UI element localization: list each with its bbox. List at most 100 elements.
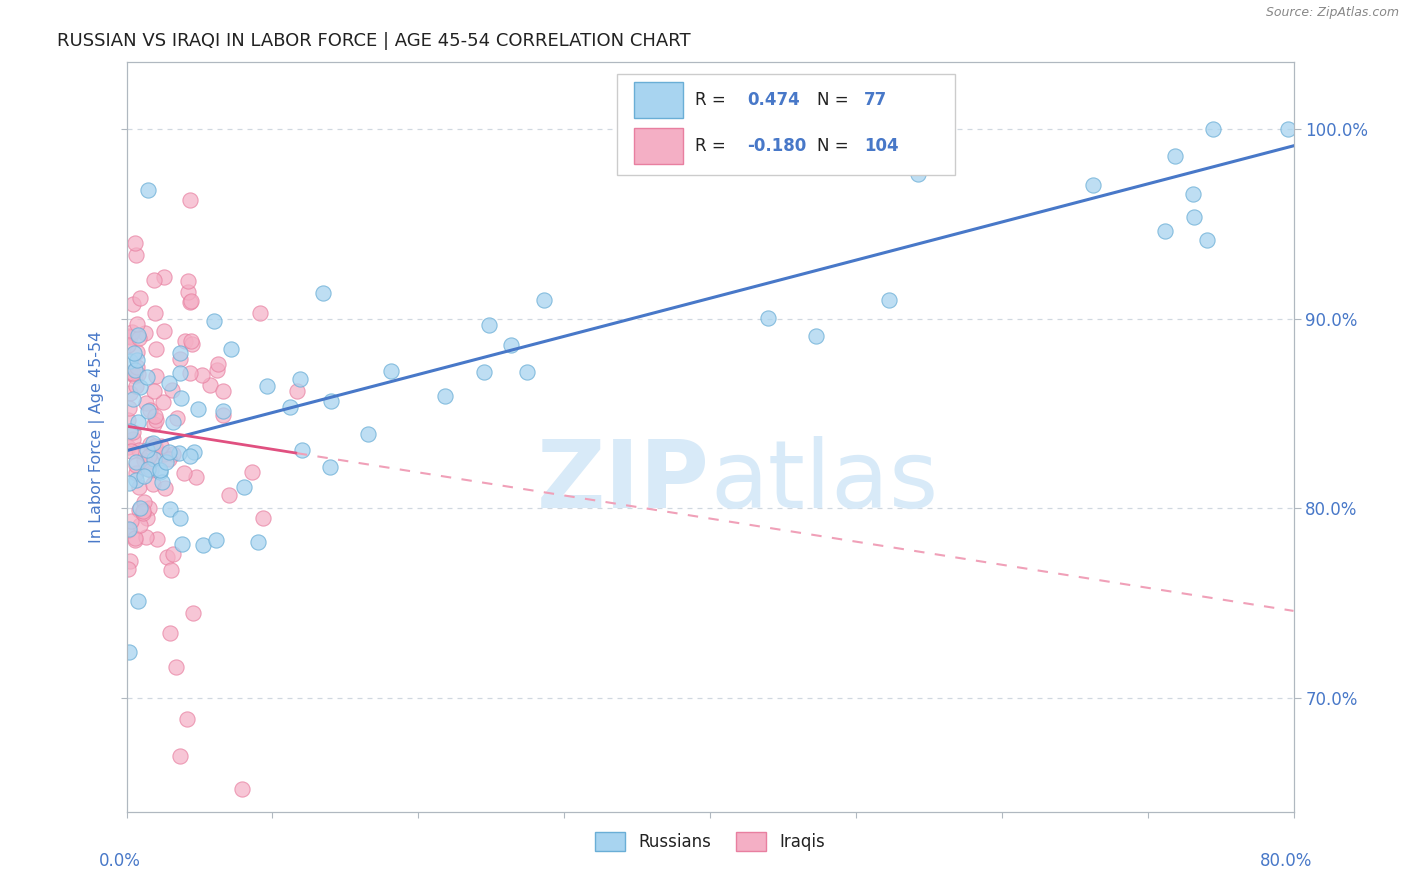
Point: [1182, 186, 1205, 201]
Point: [249, 306, 271, 320]
Point: [165, 660, 187, 674]
Text: -0.180: -0.180: [748, 136, 807, 154]
Point: [246, 535, 269, 549]
Text: R =: R =: [695, 136, 731, 154]
Point: [179, 449, 201, 463]
Point: [758, 310, 780, 325]
Point: [205, 533, 228, 547]
Point: [124, 235, 146, 250]
Point: [132, 495, 155, 509]
Point: [125, 359, 148, 374]
Point: [122, 297, 145, 311]
Point: [1164, 149, 1187, 163]
Point: [129, 518, 152, 533]
Point: [162, 383, 184, 397]
Point: [128, 442, 150, 457]
Point: [135, 530, 157, 544]
Point: [162, 547, 184, 561]
Point: [166, 411, 188, 425]
Point: [212, 384, 235, 398]
Text: R =: R =: [695, 91, 731, 109]
Text: RUSSIAN VS IRAQI IN LABOR FORCE | AGE 45-54 CORRELATION CHART: RUSSIAN VS IRAQI IN LABOR FORCE | AGE 45…: [56, 32, 690, 50]
Text: 80.0%: 80.0%: [1260, 852, 1313, 870]
Point: [117, 413, 139, 427]
Point: [117, 337, 139, 351]
Point: [218, 488, 240, 502]
Point: [135, 443, 157, 458]
Point: [120, 386, 142, 401]
Point: [117, 440, 139, 454]
Point: [291, 443, 314, 458]
Point: [122, 425, 145, 439]
Point: [181, 337, 204, 351]
Point: [162, 447, 184, 461]
Point: [179, 334, 201, 349]
Point: [129, 380, 152, 394]
Point: [149, 463, 172, 477]
Point: [122, 432, 145, 446]
Point: [177, 285, 200, 299]
Point: [232, 480, 254, 494]
Point: [127, 317, 149, 331]
Point: [252, 511, 274, 525]
Point: [118, 354, 141, 368]
Point: [142, 452, 165, 467]
Point: [1154, 224, 1177, 238]
Point: [157, 376, 180, 391]
Point: [183, 445, 205, 459]
Point: [169, 748, 191, 763]
Point: [1083, 178, 1105, 192]
Point: [193, 537, 215, 551]
Point: [173, 466, 195, 480]
Point: [124, 531, 146, 545]
Point: [124, 369, 146, 384]
Point: [153, 447, 176, 461]
Point: [167, 446, 190, 460]
Point: [118, 645, 141, 659]
Point: [121, 392, 143, 406]
Point: [127, 367, 149, 381]
Point: [150, 475, 173, 489]
Point: [128, 480, 150, 494]
Point: [128, 331, 150, 345]
Point: [143, 305, 166, 319]
Point: [124, 248, 146, 262]
Point: [152, 395, 174, 409]
Point: [184, 470, 207, 484]
Text: N =: N =: [817, 136, 849, 154]
Point: [148, 466, 170, 480]
Point: [169, 346, 191, 360]
Point: [153, 269, 176, 284]
Point: [127, 345, 149, 359]
Point: [132, 469, 155, 483]
Legend: Russians, Iraqis: Russians, Iraqis: [586, 823, 834, 860]
Point: [138, 403, 160, 417]
Point: [138, 404, 160, 418]
Point: [145, 413, 167, 427]
Point: [121, 366, 143, 380]
Point: [136, 511, 159, 525]
Point: [285, 384, 308, 399]
Point: [127, 416, 149, 430]
Point: [155, 455, 177, 469]
Point: [142, 384, 165, 398]
Point: [122, 345, 145, 359]
Point: [120, 329, 142, 343]
Point: [932, 121, 955, 136]
Point: [278, 401, 301, 415]
Point: [118, 401, 141, 415]
Point: [135, 395, 157, 409]
Point: [118, 475, 141, 490]
Point: [170, 537, 193, 551]
Point: [127, 327, 149, 342]
Point: [132, 453, 155, 467]
Point: [121, 325, 143, 339]
Point: [804, 329, 827, 343]
Point: [139, 437, 162, 451]
Point: [1182, 211, 1205, 225]
Point: [179, 295, 201, 310]
Point: [138, 449, 160, 463]
Point: [170, 391, 193, 405]
Point: [202, 314, 225, 328]
Point: [142, 476, 165, 491]
